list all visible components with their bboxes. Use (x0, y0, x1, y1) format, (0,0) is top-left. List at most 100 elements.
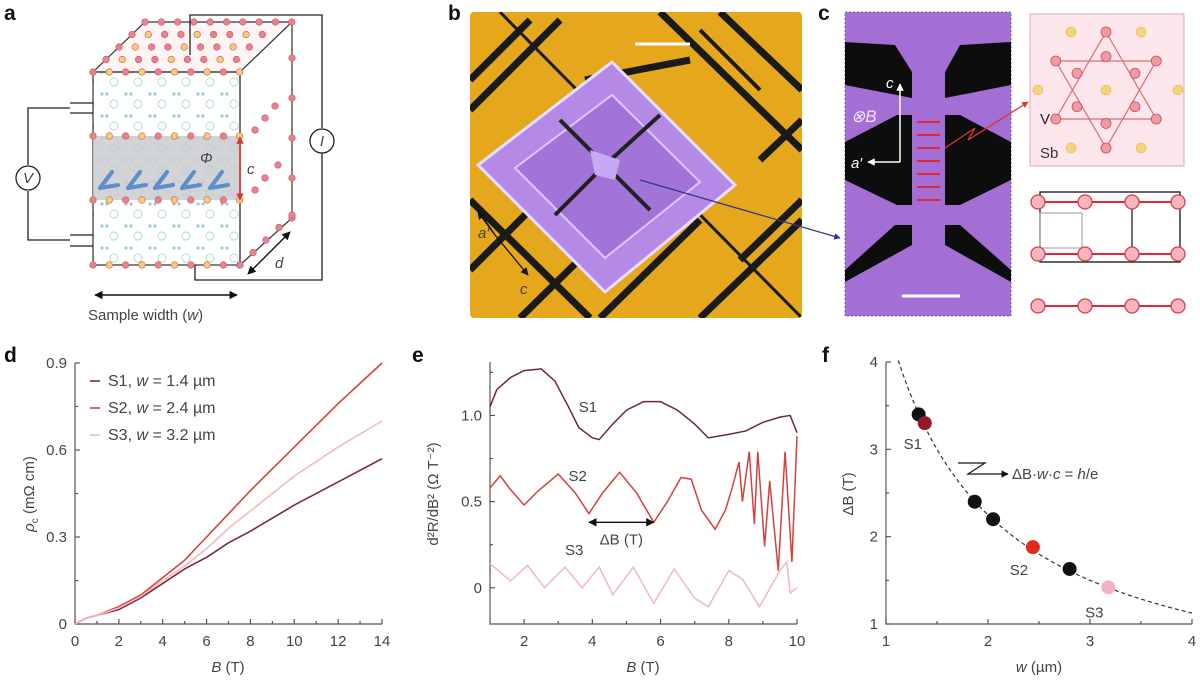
atom (164, 43, 172, 51)
red-current-lines (917, 121, 940, 201)
chart-f: 1 2 3 4 1 2 3 4 S1 S2 S3 ΔB·w·c = h/e w (µm) ΔB (T) (840, 354, 1196, 676)
y-tick-label: 1 (870, 616, 878, 633)
atom (219, 132, 227, 140)
sb-atom (1135, 26, 1147, 38)
c-axis-label: c (886, 75, 894, 92)
atom (200, 55, 208, 64)
x-tick-label: 10 (789, 633, 806, 650)
vortex-arrows (98, 170, 230, 190)
x-tick-label: 1 (882, 633, 890, 650)
atom (89, 68, 97, 76)
v-atom (1150, 55, 1162, 67)
atom (271, 102, 279, 110)
sb-atom (1065, 142, 1077, 154)
atom (170, 261, 179, 269)
atom (271, 18, 280, 26)
sb-atom (1100, 84, 1112, 96)
fit-curve (897, 360, 1193, 614)
y-tick-label: 0 (474, 580, 482, 597)
delta-b-label: ΔB (T) (600, 532, 643, 549)
atom (236, 261, 244, 269)
y-axis-label: ΔB (T) (840, 472, 857, 515)
field-label: ⊗B (851, 107, 877, 126)
series-line-s1 (74, 457, 383, 625)
atom (288, 174, 296, 182)
atom (177, 30, 185, 39)
v-atom (1100, 118, 1112, 129)
x-tick-label: 14 (374, 633, 391, 650)
series-label-s2: S2 (568, 468, 586, 485)
atom (251, 186, 259, 194)
x-axis-label: B (T) (626, 659, 659, 676)
point-label-s2: S2 (1010, 562, 1028, 579)
x-tick-label: 12 (330, 633, 347, 650)
y-tick-label: 2 (870, 529, 878, 546)
series-line-s2 (489, 436, 798, 571)
v-atom (1129, 67, 1141, 79)
atom (174, 18, 182, 26)
x-tick-label: 8 (246, 633, 254, 650)
atom (274, 161, 282, 169)
x-tick-label: 4 (159, 633, 167, 650)
sb-atom (1032, 84, 1044, 96)
atom (138, 261, 146, 269)
atom (203, 196, 211, 204)
atom (154, 132, 162, 140)
atom (102, 55, 110, 64)
data-point-s1 (917, 416, 932, 431)
atom (121, 132, 130, 140)
atom (89, 132, 97, 140)
atom (183, 55, 192, 64)
data-point-s2 (1025, 540, 1040, 555)
v-atom (1071, 67, 1083, 79)
legend-label: S2, w = 2.4 µm (108, 400, 216, 417)
v-atom-label: V (1040, 111, 1050, 128)
atom (161, 30, 169, 39)
atom (206, 18, 214, 26)
v-atom (1100, 142, 1112, 154)
atom (154, 261, 162, 269)
chain-atom (1124, 194, 1140, 210)
atom (251, 126, 259, 134)
chain-atom (1030, 298, 1046, 314)
atom (245, 43, 253, 51)
y-tick-label: 0 (59, 616, 67, 633)
y-tick-label: 0.6 (46, 442, 67, 459)
panel-label-d: d (4, 344, 17, 367)
a-axis-label: a′ (851, 155, 863, 172)
series-line-s1 (489, 368, 798, 441)
fit-equation: ΔB·w·c = h/e (1012, 466, 1098, 483)
zoom-arrow (639, 179, 841, 240)
atom (167, 55, 175, 64)
flux-layer (93, 136, 240, 200)
panel-label-c: c (818, 2, 830, 25)
data-point (986, 512, 1001, 527)
atom (105, 261, 113, 269)
x-tick-label: 6 (656, 633, 664, 650)
voltmeter-icon (15, 165, 41, 191)
x-tick-label: 8 (725, 633, 733, 650)
chain-atom (1030, 246, 1046, 262)
atom (288, 54, 296, 62)
atom (187, 132, 195, 140)
atom (219, 68, 227, 76)
b-axis-c-label: c (520, 281, 528, 298)
atom (255, 18, 263, 26)
atom (236, 68, 244, 76)
voltage-wiring (27, 102, 93, 247)
atom (203, 68, 211, 76)
atom (170, 196, 179, 204)
chain-atom (1077, 246, 1093, 262)
v-atom (1050, 113, 1062, 125)
chart-d: 0 2 4 6 8 10 12 14 0 0.3 0.6 0.9 S1, w = 1.4 µm S2, w… (21, 355, 390, 676)
panel-a-schematic: c Φ I V d Sample width (w) (15, 14, 335, 324)
chain-atom (1170, 246, 1186, 262)
atom (275, 223, 283, 232)
atom (193, 30, 201, 39)
panel-b-sem-image: a′ c (470, 12, 841, 318)
atom (121, 261, 130, 269)
atom (288, 18, 296, 26)
y-tick-label: 0.5 (461, 494, 482, 511)
y-tick-label: 0.3 (46, 529, 67, 546)
atom (121, 196, 130, 204)
